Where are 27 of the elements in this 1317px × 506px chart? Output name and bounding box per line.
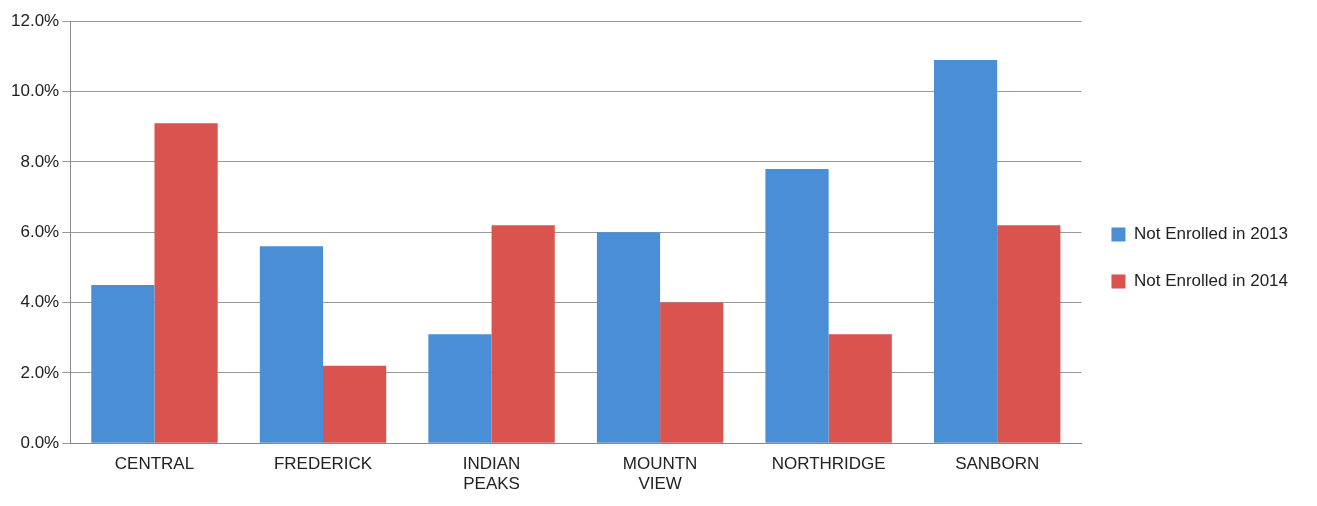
bar (660, 302, 724, 443)
bar (91, 284, 155, 443)
bar (491, 225, 555, 443)
legend-label: Not Enrolled in 2014 (1133, 271, 1288, 291)
x-tick-label: MOUNTN VIEW (622, 454, 698, 494)
bar (154, 123, 218, 443)
x-tick-label: INDIAN PEAKS (462, 454, 521, 494)
x-tick-label: FREDERICK (273, 454, 373, 474)
y-tick-label: 0.0% (20, 432, 60, 452)
y-tick-label: 8.0% (20, 151, 60, 171)
legend-label: Not Enrolled in 2013 (1133, 224, 1288, 244)
bar (933, 59, 998, 443)
bar (323, 365, 387, 443)
y-tick-label: 2.0% (20, 362, 60, 382)
bar (828, 334, 892, 443)
x-tick-label: NORTHRIDGE (771, 454, 886, 474)
y-tick-label: 10.0% (11, 81, 60, 101)
bar (997, 225, 1061, 443)
y-tick-label: 4.0% (20, 292, 60, 312)
bar (765, 168, 829, 443)
x-tick-label: CENTRAL (114, 454, 195, 474)
bar (596, 232, 661, 443)
bar (428, 334, 492, 443)
y-tick-label: 6.0% (20, 221, 60, 241)
x-tick-label: SANBORN (955, 454, 1040, 474)
bar (259, 246, 324, 443)
y-tick-label: 12.0% (11, 10, 60, 30)
